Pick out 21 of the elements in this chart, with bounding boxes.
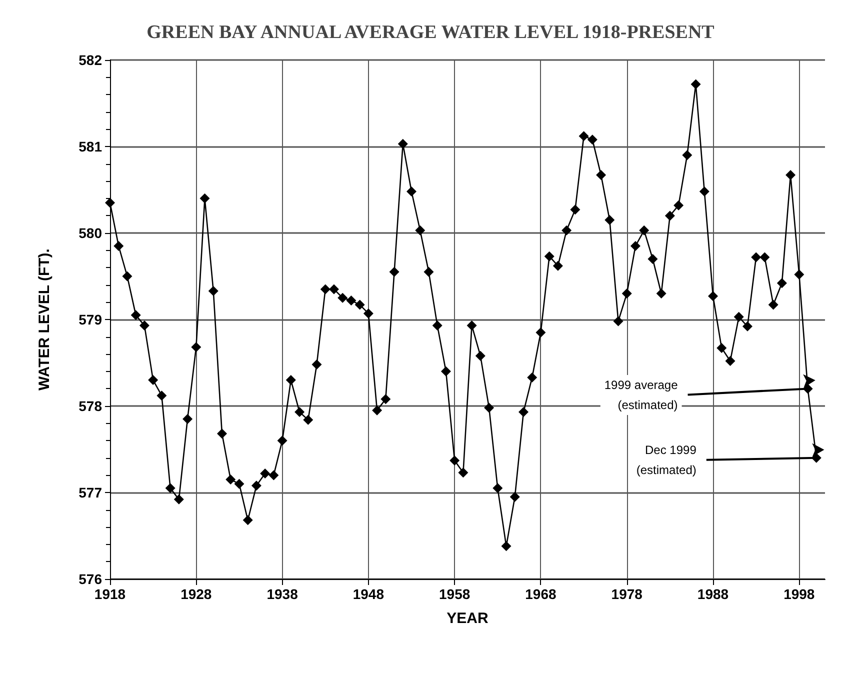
x-tick-label: 1968 [525,586,557,602]
x-tick-label: 1988 [697,586,729,602]
x-tick-label: 1928 [180,586,212,602]
x-tick-label: 1938 [266,586,298,602]
y-tick-label: 579 [78,312,102,328]
annotation: 1999 average (estimated) [604,378,678,412]
x-axis-title: YEAR [446,610,488,627]
x-tick-label: 1998 [784,586,815,602]
x-tick-label: 1948 [352,586,384,602]
chart-title: GREEN BAY ANNUAL AVERAGE WATER LEVEL 1918-PRESENT [146,22,715,43]
y-tick-label: 581 [78,138,102,154]
y-tick-label: 577 [78,484,102,500]
y-tick-label: 582 [78,52,102,68]
x-tick-label: 1978 [611,586,643,602]
x-tick-label: 1958 [439,586,470,602]
y-tick-label: 580 [78,225,102,241]
y-tick-label: 578 [78,398,102,414]
y-axis-title: WATER LEVEL (FT). [36,248,53,390]
annotation: Dec 1999 (estimated) [636,443,697,478]
x-tick-label: 1918 [94,586,126,602]
y-tick-label: 576 [78,571,102,587]
